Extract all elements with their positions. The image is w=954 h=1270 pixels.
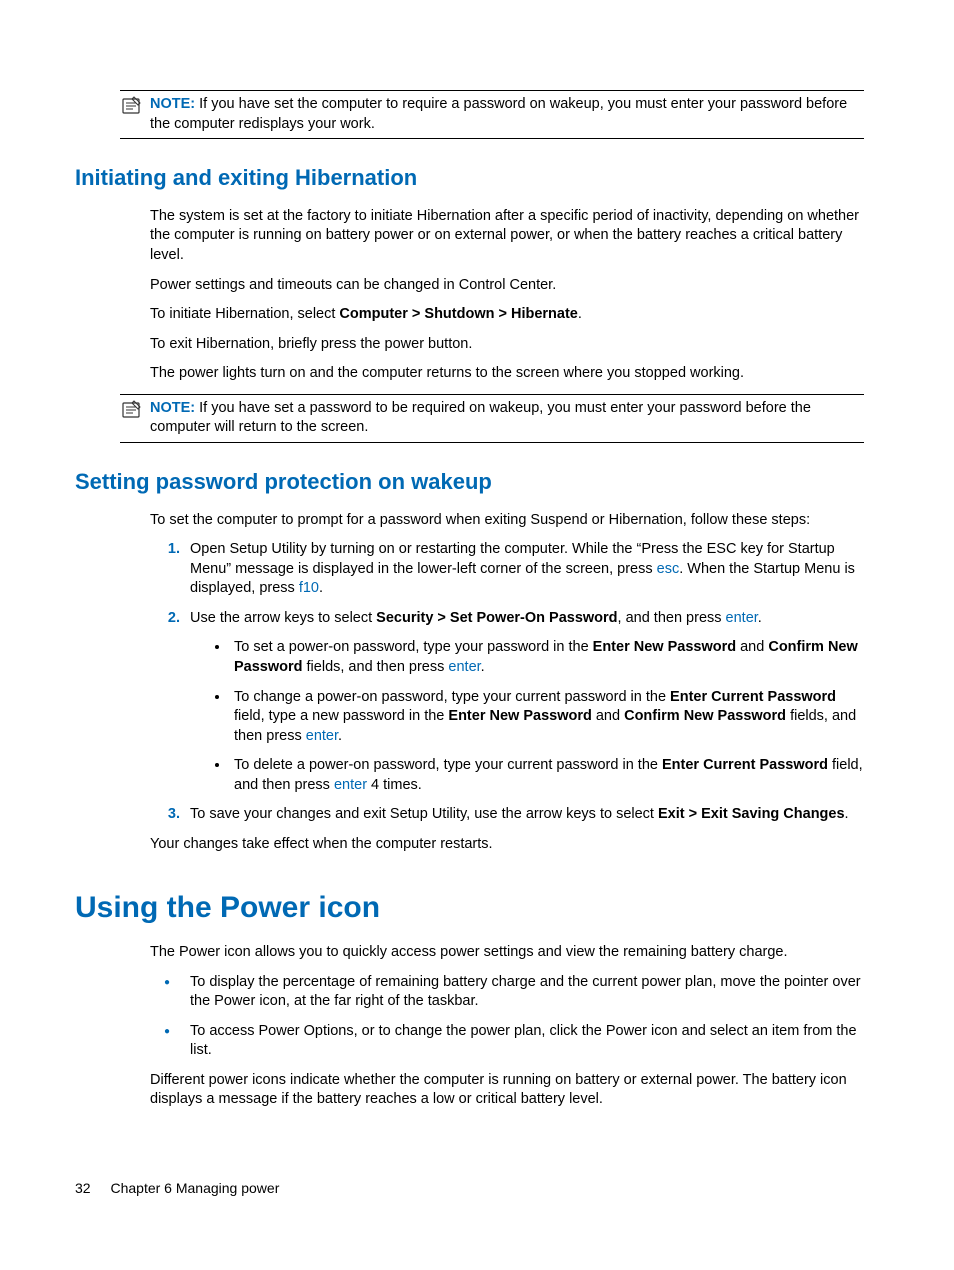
note-text: NOTE: If you have set the computer to re… [150, 95, 864, 134]
page-number: 32 [75, 1180, 91, 1196]
document-page: NOTE: If you have set the computer to re… [0, 0, 954, 1270]
bullet-list: To display the percentage of remaining b… [150, 973, 864, 1061]
bullet-item: To display the percentage of remaining b… [150, 973, 864, 1012]
note-content: If you have set a password to be require… [150, 400, 811, 436]
field-name: Confirm New Password [624, 708, 786, 724]
note-icon [120, 95, 148, 117]
key-enter: enter [726, 610, 758, 626]
key-f10: f10 [299, 580, 319, 596]
text: Use the arrow keys to select [190, 610, 376, 626]
text: . [338, 728, 342, 744]
steps-list: Open Setup Utility by turning on or rest… [150, 540, 864, 825]
note-label: NOTE: [150, 400, 195, 416]
text: . [481, 659, 485, 675]
sub-item: To delete a power-on password, type your… [230, 756, 864, 795]
para: The Power icon allows you to quickly acc… [150, 943, 864, 963]
power-icon-body: The Power icon allows you to quickly acc… [150, 943, 864, 1110]
key-esc: esc [657, 561, 680, 577]
bullet-item: To access Power Options, or to change th… [150, 1022, 864, 1061]
key-enter: enter [448, 659, 480, 675]
text: To delete a power-on password, type your… [234, 757, 662, 773]
menu-path: Security > Set Power-On Password [376, 610, 617, 626]
text: fields, and then press [303, 659, 449, 675]
hibernation-body: The system is set at the factory to init… [150, 207, 864, 384]
para: The system is set at the factory to init… [150, 207, 864, 266]
sub-item: To change a power-on password, type your… [230, 688, 864, 747]
note-icon [120, 399, 148, 421]
menu-path: Exit > Exit Saving Changes [658, 806, 845, 822]
text: To set a power-on password, type your pa… [234, 639, 593, 655]
heading-password: Setting password protection on wakeup [75, 467, 864, 497]
note-content: If you have set the computer to require … [150, 96, 847, 132]
text: To initiate Hibernation, select [150, 306, 339, 322]
text: . [758, 610, 762, 626]
note-text: NOTE: If you have set a password to be r… [150, 399, 864, 438]
text: , and then press [618, 610, 726, 626]
note-box: NOTE: If you have set the computer to re… [120, 90, 864, 139]
para: The power lights turn on and the compute… [150, 364, 864, 384]
text: 4 times. [367, 777, 422, 793]
field-name: Enter New Password [593, 639, 736, 655]
text: . [845, 806, 849, 822]
step-item: Use the arrow keys to select Security > … [184, 609, 864, 796]
para: To set the computer to prompt for a pass… [150, 511, 864, 531]
note-box: NOTE: If you have set a password to be r… [120, 394, 864, 443]
field-name: Enter Current Password [662, 757, 828, 773]
page-footer: 32 Chapter 6 Managing power [75, 1179, 279, 1198]
chapter-label: Chapter 6 Managing power [110, 1180, 279, 1196]
sub-list: To set a power-on password, type your pa… [190, 638, 864, 795]
field-name: Enter New Password [448, 708, 591, 724]
menu-path: Computer > Shutdown > Hibernate [339, 306, 577, 322]
text: and [592, 708, 624, 724]
para: Power settings and timeouts can be chang… [150, 276, 864, 296]
step-item: Open Setup Utility by turning on or rest… [184, 540, 864, 599]
note-label: NOTE: [150, 96, 195, 112]
field-name: Enter Current Password [670, 689, 836, 705]
text: and [736, 639, 768, 655]
text: . [578, 306, 582, 322]
key-enter: enter [306, 728, 338, 744]
para: To exit Hibernation, briefly press the p… [150, 335, 864, 355]
text: field, type a new password in the [234, 708, 448, 724]
text: To save your changes and exit Setup Util… [190, 806, 658, 822]
password-body: To set the computer to prompt for a pass… [150, 511, 864, 855]
heading-power-icon: Using the Power icon [75, 888, 864, 929]
key-enter: enter [334, 777, 367, 793]
sub-item: To set a power-on password, type your pa… [230, 638, 864, 677]
text: To change a power-on password, type your… [234, 689, 670, 705]
para: To initiate Hibernation, select Computer… [150, 305, 864, 325]
text: . [319, 580, 323, 596]
heading-hibernation: Initiating and exiting Hibernation [75, 163, 864, 193]
step-item: To save your changes and exit Setup Util… [184, 805, 864, 825]
para: Your changes take effect when the comput… [150, 835, 864, 855]
para: Different power icons indicate whether t… [150, 1071, 864, 1110]
